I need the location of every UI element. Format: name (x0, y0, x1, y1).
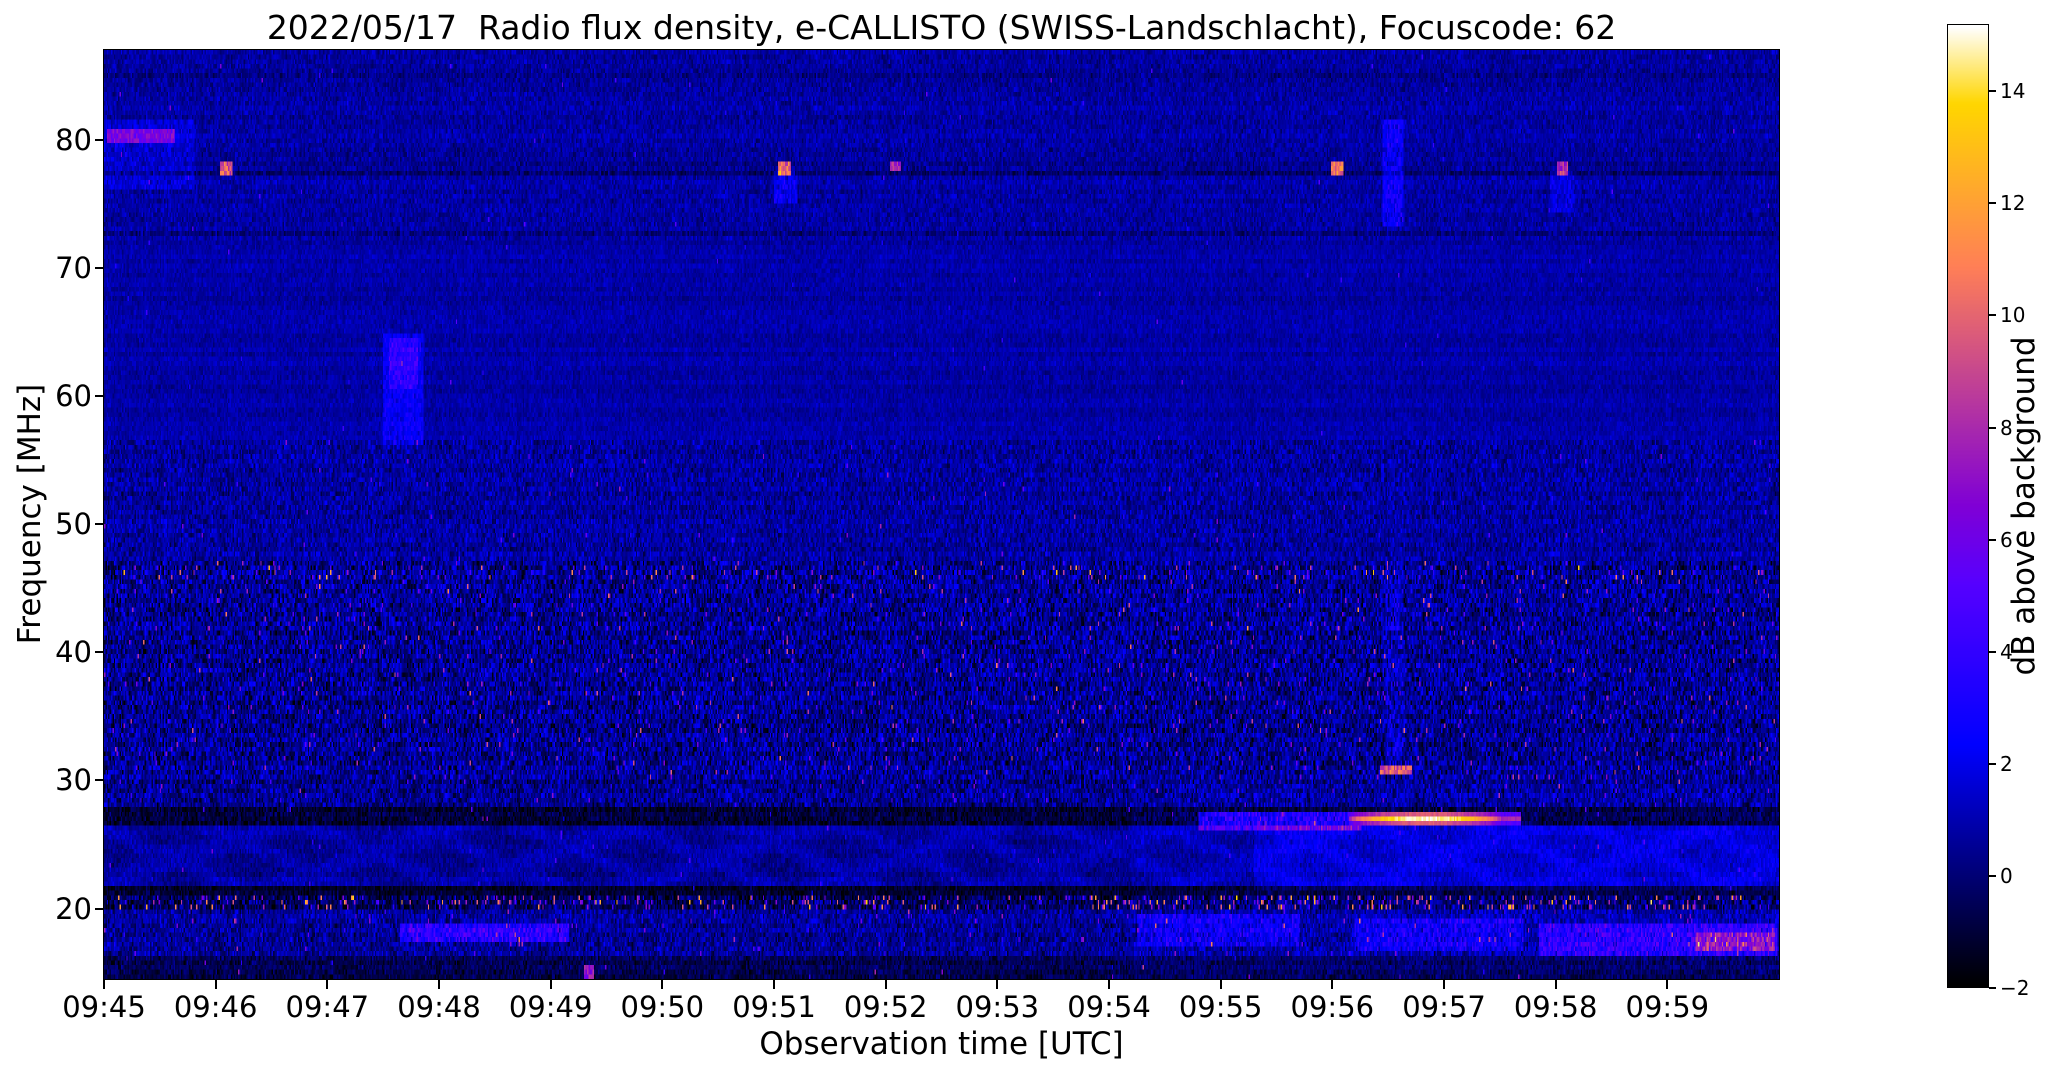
x-tick-label: 09:49 (508, 990, 593, 1024)
colorbar-tick-mark (1989, 90, 1996, 93)
x-tick-mark (996, 980, 999, 989)
x-tick-label: 09:53 (955, 990, 1040, 1024)
y-tick-label: 70 (55, 250, 92, 285)
x-tick-mark (1554, 980, 1557, 989)
x-tick-label: 09:51 (732, 990, 816, 1024)
x-axis-label: Observation time [UTC] (759, 1026, 1124, 1062)
y-tick-mark (95, 394, 104, 397)
colorbar-gradient (1948, 25, 1988, 987)
x-tick-label: 09:56 (1290, 990, 1375, 1024)
colorbar-tick-label: 12 (2000, 191, 2026, 216)
x-tick-mark (661, 980, 664, 989)
colorbar-tick-mark (1989, 202, 1996, 205)
colorbar-tick-label: 0 (2000, 863, 2013, 888)
y-tick-mark (95, 523, 104, 526)
y-tick-label: 80 (55, 122, 92, 157)
x-tick-label: 09:45 (62, 990, 146, 1024)
y-tick-label: 60 (55, 378, 92, 413)
x-tick-mark (549, 980, 552, 989)
colorbar-tick-label: 6 (2000, 527, 2013, 552)
colorbar-label: dB above background (2006, 336, 2042, 676)
x-tick-label: 09:58 (1513, 990, 1598, 1024)
x-tick-mark (103, 980, 105, 989)
y-tick-mark (95, 266, 104, 269)
x-tick-label: 09:46 (173, 990, 258, 1024)
x-tick-mark (438, 980, 440, 989)
x-tick-mark (1666, 980, 1669, 989)
colorbar (1947, 24, 1989, 988)
x-tick-label: 09:52 (843, 990, 928, 1024)
x-tick-mark (1219, 980, 1222, 989)
y-tick-label: 20 (55, 891, 92, 926)
colorbar-tick-label: 2 (2000, 751, 2013, 776)
colorbar-tick-label: −2 (2000, 976, 2030, 1000)
x-tick-label: 09:54 (1067, 990, 1151, 1024)
x-tick-mark (1108, 980, 1110, 989)
x-tick-mark (214, 980, 217, 989)
x-tick-mark (773, 980, 775, 989)
colorbar-tick-mark (1989, 874, 1996, 877)
x-tick-mark (1331, 980, 1334, 989)
y-tick-label: 30 (55, 763, 92, 798)
y-tick-mark (95, 651, 104, 654)
colorbar-tick-label: 4 (2000, 639, 2013, 664)
y-tick-mark (95, 138, 104, 141)
colorbar-tick-mark (1989, 426, 1996, 429)
y-tick-label: 40 (55, 635, 92, 670)
colorbar-tick-mark (1989, 987, 1996, 989)
x-tick-mark (326, 980, 329, 989)
x-tick-label: 09:47 (285, 990, 370, 1024)
spectrogram-heatmap (104, 50, 1779, 979)
colorbar-tick-label: 14 (2000, 79, 2026, 104)
x-tick-label: 09:55 (1178, 990, 1263, 1024)
x-tick-mark (1443, 980, 1445, 989)
y-tick-label: 50 (55, 507, 92, 542)
colorbar-tick-label: 10 (2000, 303, 2026, 328)
x-tick-mark (884, 980, 887, 989)
colorbar-tick-mark (1989, 650, 1996, 653)
colorbar-tick-mark (1989, 762, 1996, 765)
colorbar-tick-label: 8 (2000, 415, 2013, 440)
x-tick-label: 09:48 (397, 990, 481, 1024)
chart-title: 2022/05/17 Radio flux density, e-CALLIST… (266, 8, 1617, 47)
x-tick-label: 09:57 (1402, 990, 1486, 1024)
y-tick-mark (95, 779, 104, 782)
colorbar-tick-mark (1989, 538, 1996, 541)
colorbar-tick-mark (1989, 314, 1996, 317)
y-tick-mark (95, 907, 104, 910)
x-tick-label: 09:50 (620, 990, 705, 1024)
x-tick-label: 09:59 (1625, 990, 1710, 1024)
